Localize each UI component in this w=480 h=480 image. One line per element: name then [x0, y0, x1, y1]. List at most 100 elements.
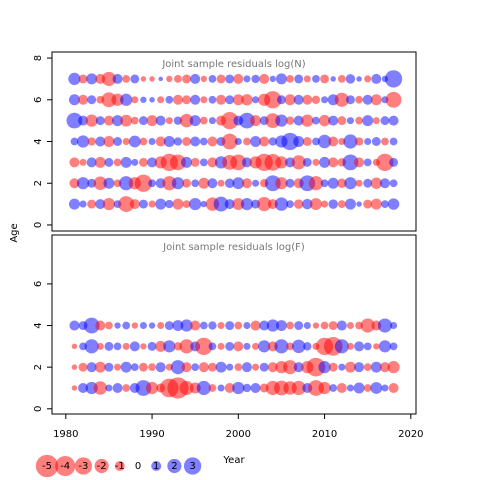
bubble [371, 137, 381, 146]
bubble [328, 136, 339, 147]
bubble [243, 75, 251, 83]
bubble [252, 363, 260, 371]
bubble [378, 340, 392, 353]
bubble [334, 92, 349, 107]
bubble [86, 362, 97, 373]
bubble [302, 94, 313, 105]
bubble [101, 92, 117, 108]
bubble [293, 362, 304, 373]
bubble [162, 176, 177, 191]
y-tick-label: 6 [33, 97, 44, 103]
legend-bubble [94, 458, 109, 474]
y-tick-label: 4 [33, 138, 44, 144]
bubble [294, 321, 304, 331]
bubble [353, 382, 365, 394]
bubble [250, 382, 261, 393]
bubble [281, 132, 299, 151]
bubble [224, 382, 235, 393]
bubble [200, 75, 207, 83]
bubble [69, 178, 80, 189]
bubble [345, 74, 356, 84]
bubble [163, 340, 176, 353]
bubble [66, 112, 83, 129]
bubble [207, 362, 217, 372]
bubble [189, 115, 201, 127]
bubble [344, 177, 357, 190]
bubble [119, 176, 134, 191]
bubble [111, 93, 124, 106]
bubble [264, 91, 282, 109]
x-tick-label: 1980 [53, 429, 78, 440]
panel-title: Joint sample residuals log(F) [162, 242, 305, 253]
bubble [166, 75, 173, 83]
bubble [155, 115, 166, 126]
bubble [71, 385, 78, 391]
bubble [122, 321, 131, 330]
bubble [122, 137, 130, 146]
bubble [336, 320, 347, 331]
bubble [182, 178, 192, 188]
bubble [120, 156, 132, 168]
bubble [200, 96, 208, 104]
bubble [190, 320, 201, 331]
bubble [76, 177, 90, 190]
bubble [68, 198, 80, 210]
bubble [207, 157, 218, 168]
bubble [354, 362, 365, 373]
x-tick-label: 1990 [139, 429, 164, 440]
bubble [370, 198, 382, 210]
bubble [308, 176, 324, 191]
bubble [291, 339, 306, 354]
bubble [138, 199, 148, 209]
legend-label: -2 [97, 461, 107, 472]
bubble [221, 111, 239, 130]
bubble [319, 156, 331, 168]
bubble [371, 73, 382, 84]
bubble [122, 384, 131, 392]
bubble [275, 320, 287, 332]
bubble [384, 70, 403, 88]
bubble [241, 157, 252, 168]
bubble [328, 362, 338, 372]
bubble [233, 341, 244, 352]
bubble [181, 156, 193, 168]
bubble [173, 116, 183, 125]
bubble [225, 95, 235, 105]
bubble [302, 198, 313, 210]
bubble [389, 137, 398, 146]
bubble [146, 115, 158, 127]
bubble [344, 198, 356, 210]
bubble [93, 381, 108, 395]
bubble [118, 196, 135, 212]
bubble [286, 200, 294, 208]
bubble [388, 382, 399, 393]
legend-label: 3 [189, 461, 195, 472]
bubble [241, 94, 253, 106]
bubble [269, 75, 276, 83]
bubble [243, 342, 251, 350]
legend-label: -3 [78, 461, 88, 472]
bubble [96, 342, 104, 350]
bubble [95, 136, 106, 147]
bubble [363, 384, 372, 392]
bubble [232, 94, 244, 106]
bubble [148, 179, 156, 188]
bubble [275, 177, 288, 190]
bubble [388, 115, 399, 126]
bubble [259, 73, 270, 84]
bubble [155, 198, 167, 210]
bubble [224, 199, 235, 210]
bubble [285, 116, 295, 125]
bubble [174, 75, 182, 83]
bubble [346, 322, 354, 330]
bubble [149, 97, 155, 103]
bubble [293, 115, 304, 126]
legend-label: -4 [60, 461, 70, 472]
bubble [148, 363, 156, 372]
bubble [217, 384, 225, 392]
legend-bubble [35, 454, 59, 478]
y-tick-label: 6 [33, 281, 44, 287]
x-tick-label: 2000 [226, 429, 251, 440]
bubble [103, 115, 114, 126]
bubble [363, 363, 372, 372]
